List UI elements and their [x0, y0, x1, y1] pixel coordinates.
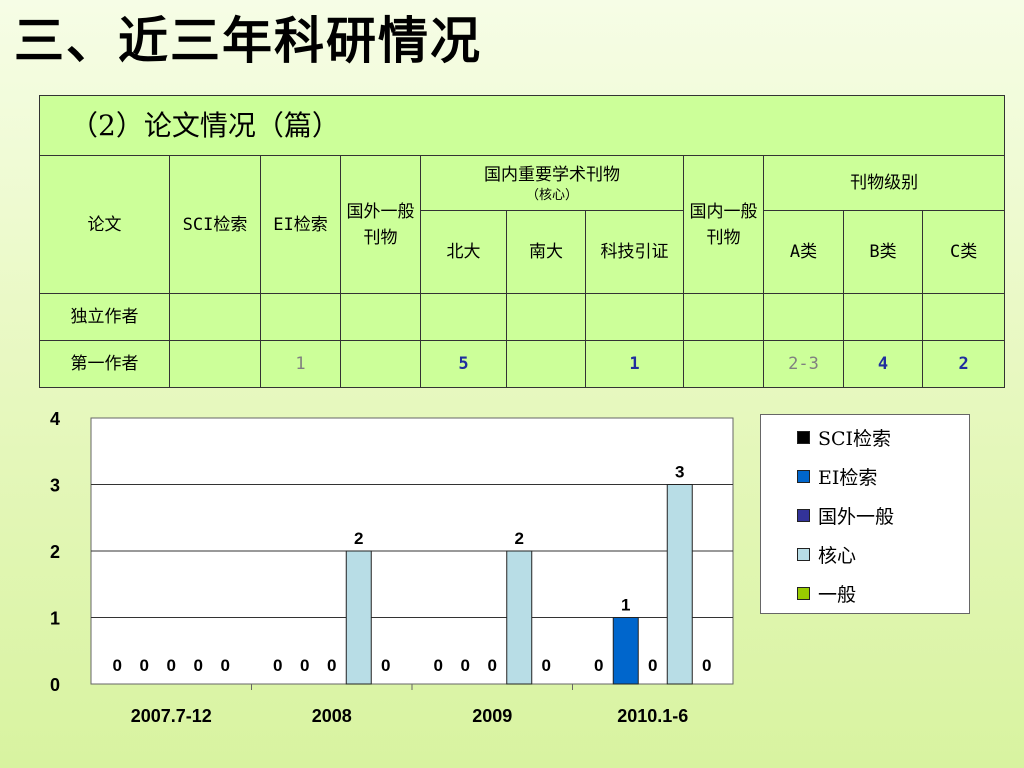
header-a: A类	[763, 210, 844, 294]
data-label: 0	[167, 656, 176, 675]
table-cell	[169, 340, 261, 388]
table-cell	[683, 340, 764, 388]
legend-label: 一般	[818, 583, 857, 606]
header-core-title: 国内重要学术刊物	[484, 165, 620, 185]
table-cell: 2-3	[763, 340, 844, 388]
header-beida: 北大	[420, 210, 507, 294]
table-row: 第一作者 1 5 1 2-3 4 2	[39, 340, 1006, 388]
legend-swatch	[797, 586, 810, 600]
data-label: 0	[327, 656, 336, 675]
row-label: 第一作者	[39, 340, 170, 388]
data-label: 0	[461, 656, 470, 675]
header-b: B类	[843, 210, 923, 294]
x-tick-label: 2008	[312, 706, 352, 726]
legend-label: 核心	[818, 544, 857, 567]
table-cell	[585, 293, 684, 341]
table-caption: （2）论文情况（篇）	[38, 95, 1006, 156]
chart-legend: SCI检索 EI检索国外一般核心一般	[760, 414, 970, 614]
y-tick-label: 3	[50, 476, 60, 496]
legend-swatch	[797, 430, 810, 444]
table-cell	[763, 293, 844, 341]
y-tick-label: 0	[50, 675, 60, 695]
table-cell	[683, 293, 764, 341]
data-label: 0	[434, 656, 443, 675]
header-core-sub: （核心）	[525, 188, 578, 203]
y-tick-label: 2	[50, 542, 60, 562]
data-label: 0	[273, 656, 282, 675]
legend-label: 国外一般	[818, 505, 895, 528]
data-label: 0	[221, 656, 230, 675]
table-row: 独立作者	[39, 293, 1006, 341]
header-ei: EI检索	[260, 155, 341, 294]
bar	[345, 550, 372, 685]
paper-table: （2）论文情况（篇） 论文 SCI检索 EI检索 国外一般刊物 国内重要学术刊物…	[38, 95, 1006, 388]
table-cell	[921, 293, 1006, 341]
data-label: 0	[381, 656, 390, 675]
table-cell: 4	[843, 340, 923, 388]
legend-swatch	[797, 547, 810, 561]
x-tick-label: 2009	[472, 706, 512, 726]
header-c: C类	[921, 210, 1006, 294]
header-core-group: 国内重要学术刊物 （核心）	[420, 155, 684, 211]
table-cell	[506, 340, 586, 388]
legend-swatch	[797, 508, 810, 522]
table-cell: 2	[921, 340, 1006, 388]
legend-label: SCI检索	[818, 427, 892, 450]
page-title: 三、近三年科研情况	[14, 11, 482, 70]
table-cell	[506, 293, 586, 341]
header-foreign: 国外一般刊物	[340, 155, 421, 294]
data-label: 0	[648, 656, 657, 675]
row-label: 独立作者	[39, 293, 170, 341]
legend-item: 国外一般	[797, 502, 894, 528]
header-paper: 论文	[39, 155, 170, 294]
legend-item: EI检索	[797, 463, 877, 489]
data-label: 0	[140, 656, 149, 675]
data-label: 1	[621, 596, 630, 615]
bar	[612, 617, 639, 685]
table-cell: 1	[260, 340, 341, 388]
data-label: 2	[354, 529, 363, 548]
data-label: 2	[515, 529, 524, 548]
data-label: 0	[194, 656, 203, 675]
header-level-group: 刊物级别	[762, 155, 1006, 211]
table-cell	[340, 340, 421, 388]
legend-item: SCI检索	[797, 424, 891, 450]
data-label: 0	[488, 656, 497, 675]
legend-item: 一般	[797, 580, 856, 606]
legend-label: EI检索	[818, 466, 878, 489]
header-keji: 科技引证	[585, 210, 684, 294]
table-cell	[340, 293, 421, 341]
y-tick-label: 4	[50, 409, 60, 429]
table-cell: 5	[420, 340, 507, 388]
table-cell: 1	[585, 340, 684, 388]
table-cell	[260, 293, 341, 341]
y-tick-label: 1	[50, 609, 60, 629]
bar	[666, 484, 693, 685]
bar	[506, 550, 533, 685]
table-cell	[169, 293, 261, 341]
data-label: 0	[300, 656, 309, 675]
data-label: 0	[542, 656, 551, 675]
header-nanda: 南大	[506, 210, 586, 294]
legend-swatch	[797, 469, 810, 483]
table-cell	[420, 293, 507, 341]
data-label: 0	[594, 656, 603, 675]
table-cell	[843, 293, 923, 341]
header-sci: SCI检索	[169, 155, 261, 294]
header-domestic: 国内一般刊物	[683, 155, 764, 294]
x-tick-label: 2007.7-12	[131, 706, 212, 726]
data-label: 0	[113, 656, 122, 675]
data-label: 0	[702, 656, 711, 675]
legend-item: 核心	[797, 541, 856, 567]
x-tick-label: 2010.1-6	[617, 706, 688, 726]
data-label: 3	[675, 463, 684, 482]
